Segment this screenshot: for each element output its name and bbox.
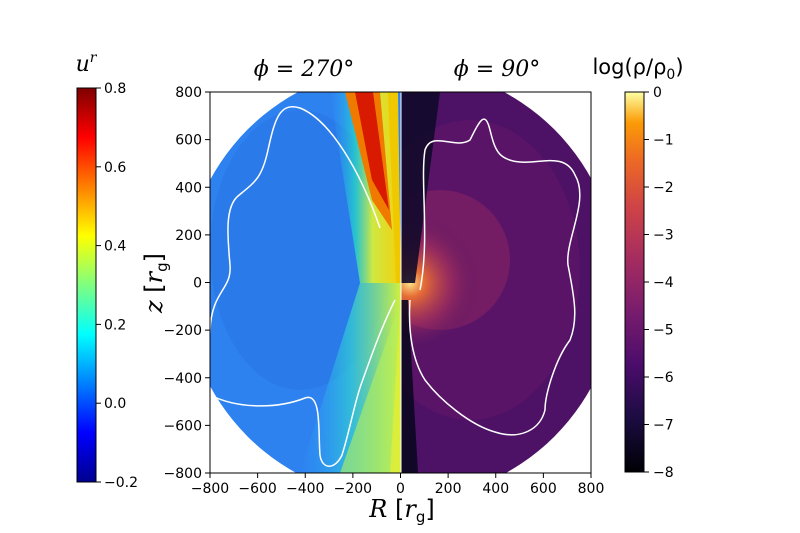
panel-left-field — [210, 92, 401, 473]
x-axis: −800 −600 −400 −200 0 200 400 600 800 — [191, 473, 605, 497]
x-tick-label: 800 — [578, 481, 605, 497]
contour-right — [408, 118, 581, 436]
panel-right-field — [401, 92, 591, 473]
x-tick-label: 0 — [396, 481, 405, 497]
colorbar-right-tick-label: −7 — [653, 418, 674, 434]
colorbar-right-tick-label: 0 — [653, 85, 662, 101]
x-tick-label: 200 — [435, 481, 462, 497]
colorbar-left-tick-label: 0.6 — [104, 160, 126, 176]
y-tick-label: −800 — [164, 466, 202, 482]
colorbar-right-label: log(ρ/ρ0) — [592, 55, 683, 83]
colorbar-left-tick-label: −0.2 — [104, 475, 138, 491]
y-tick-label: −600 — [164, 418, 202, 434]
y-tick-label: 200 — [175, 228, 202, 244]
colorbar-right: 0 −1 −2 −3 −4 −5 −6 −7 −8 log(ρ/ρ0) — [592, 55, 683, 481]
x-tick-label: −400 — [286, 481, 324, 497]
colorbar-right-tick-label: −5 — [653, 323, 674, 339]
y-tick-label: 0 — [193, 276, 202, 292]
x-tick-label: −200 — [334, 481, 372, 497]
x-tick-label: −600 — [238, 481, 276, 497]
colorbar-right-tick-label: −4 — [653, 275, 674, 291]
contour-left — [207, 106, 396, 467]
x-tick-label: −800 — [191, 481, 229, 497]
x-axis-label: R [rg] — [368, 495, 434, 526]
y-tick-label: 400 — [175, 180, 202, 196]
plot-area — [207, 91, 592, 474]
y-axis-label: z [rg] — [140, 253, 171, 314]
colorbar-left-tick-label: 0.2 — [104, 317, 126, 333]
y-tick-label: −200 — [164, 323, 202, 339]
colorbar-right-tick-label: −2 — [653, 180, 674, 196]
panel-title-left: ϕ = 270° — [254, 57, 354, 82]
colorbar-right-tick-label: −8 — [653, 465, 674, 481]
x-tick-label: 600 — [530, 481, 557, 497]
colorbar-right-tick-label: −1 — [653, 133, 674, 149]
colorbar-left-tick-label: 0.0 — [104, 396, 126, 412]
svg-text:z [rg]: z [rg] — [140, 253, 171, 314]
panel-title-right: ϕ = 90° — [454, 57, 540, 82]
colorbar-right-tick-label: −3 — [653, 228, 674, 244]
colorbar-left-tick-label: 0.4 — [104, 239, 126, 255]
colorbar-left-label: ur — [76, 50, 98, 77]
y-tick-label: 800 — [175, 85, 202, 101]
colorbar-left-tick-label: 0.8 — [104, 81, 126, 97]
x-tick-label: 400 — [482, 481, 509, 497]
y-tick-label: 600 — [175, 133, 202, 149]
y-tick-label: −400 — [164, 371, 202, 387]
colorbar-right-tick-label: −6 — [653, 370, 674, 386]
svg-text:R [rg]: R [rg] — [368, 495, 434, 526]
colorbar-left: 0.8 0.6 0.4 0.2 0.0 −0.2 ur — [76, 50, 138, 491]
y-axis: 800 600 400 200 0 −200 −400 −600 −800 — [164, 85, 210, 482]
